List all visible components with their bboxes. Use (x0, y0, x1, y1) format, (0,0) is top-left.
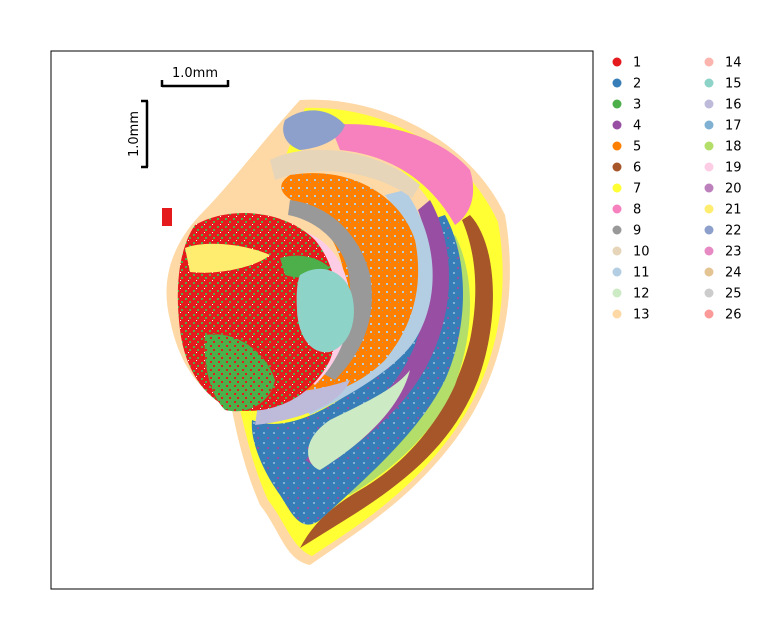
legend-marker (612, 267, 622, 277)
legend-label: 15 (725, 77, 742, 92)
legend-item: 23 (704, 245, 742, 260)
legend-label: 23 (725, 245, 742, 260)
legend-marker (612, 162, 622, 172)
legend-marker (704, 141, 714, 151)
legend-label: 12 (633, 287, 650, 302)
legend-item: 14 (704, 56, 742, 71)
legend-item: 6 (612, 161, 641, 176)
legend-item: 3 (612, 98, 641, 113)
legend-item: 15 (704, 77, 742, 92)
legend-label: 4 (633, 119, 641, 134)
legend-item: 21 (704, 203, 742, 218)
legend-item: 9 (612, 224, 641, 239)
legend-label: 20 (725, 182, 742, 197)
region-cluster-8 (330, 124, 474, 225)
region-cluster-9 (288, 200, 372, 380)
legend-item: 4 (612, 119, 641, 134)
legend-marker (704, 288, 714, 298)
legend-label: 21 (725, 203, 742, 218)
legend-marker (612, 57, 622, 67)
legend-item: 19 (704, 161, 742, 176)
legend-marker (704, 267, 714, 277)
legend-marker (704, 246, 714, 256)
legend-label: 26 (725, 308, 742, 323)
legend-label: 11 (633, 266, 650, 281)
legend-marker (704, 99, 714, 109)
legend-label: 8 (633, 203, 641, 218)
scalebar-horizontal: 1.0mm (160, 66, 230, 88)
legend-label: 16 (725, 98, 742, 113)
legend-item: 11 (612, 266, 650, 281)
legend-label: 18 (725, 140, 742, 155)
region-cluster-3 (204, 334, 275, 412)
legend-marker (612, 225, 622, 235)
legend-label: 2 (633, 77, 641, 92)
legend-item: 16 (704, 98, 742, 113)
legend-item: 13 (612, 308, 650, 323)
legend-marker (704, 309, 714, 319)
region-cluster-16 (255, 380, 350, 425)
legend-marker (704, 78, 714, 88)
scalebar-vertical-label: 1.0mm (127, 111, 142, 157)
legend-label: 17 (725, 119, 742, 134)
legend-marker (704, 225, 714, 235)
legend-marker (612, 120, 622, 130)
legend-label: 13 (633, 308, 650, 323)
legend-label: 5 (633, 140, 641, 155)
legend-marker (612, 78, 622, 88)
legend-label: 7 (633, 182, 641, 197)
legend-marker (612, 99, 622, 109)
legend-item: 25 (704, 287, 742, 302)
legend-marker (704, 162, 714, 172)
legend-label: 1 (633, 56, 641, 71)
region-cluster-5 (281, 173, 419, 400)
region-cluster-21 (185, 243, 270, 273)
legend-item: 12 (612, 287, 650, 302)
legend-item: 22 (704, 224, 742, 239)
legend-item: 1 (612, 56, 641, 71)
legend-item: 5 (612, 140, 641, 155)
scalebar-horizontal-label: 1.0mm (172, 66, 218, 81)
region-cluster-11 (295, 190, 433, 415)
region-cluster-10 (270, 149, 420, 198)
region-cluster-12 (308, 370, 410, 470)
legend-marker (612, 204, 622, 214)
legend-item: 7 (612, 182, 641, 197)
legend-label: 24 (725, 266, 742, 281)
legend-item: 17 (704, 119, 742, 134)
legend-label: 25 (725, 287, 742, 302)
legend-item: 18 (704, 140, 742, 155)
legend-item: 26 (704, 308, 742, 323)
region-cluster-1-fleck (162, 208, 172, 226)
legend-marker (612, 141, 622, 151)
legend-marker (612, 288, 622, 298)
legend: 1234567891011121314151617181920212223242… (612, 56, 742, 323)
legend-item: 20 (704, 182, 742, 197)
region-cluster-6 (300, 215, 493, 548)
legend-item: 24 (704, 266, 742, 281)
legend-marker (704, 183, 714, 193)
legend-item: 2 (612, 77, 641, 92)
legend-marker (612, 183, 622, 193)
region-cluster-15 (296, 268, 354, 353)
scalebar-vertical: 1.0mm (127, 99, 149, 169)
legend-marker (704, 57, 714, 67)
legend-marker (704, 204, 714, 214)
legend-label: 22 (725, 224, 742, 239)
tissue-section (162, 99, 510, 565)
legend-marker (612, 246, 622, 256)
region-cluster-22 (283, 110, 345, 150)
legend-label: 9 (633, 224, 641, 239)
legend-label: 6 (633, 161, 641, 176)
region-cluster-2 (251, 215, 464, 525)
legend-marker (704, 120, 714, 130)
legend-label: 14 (725, 56, 742, 71)
legend-item: 8 (612, 203, 641, 218)
legend-item: 10 (612, 245, 650, 260)
legend-label: 19 (725, 161, 742, 176)
legend-label: 3 (633, 98, 641, 113)
legend-marker (612, 309, 622, 319)
legend-label: 10 (633, 245, 650, 260)
